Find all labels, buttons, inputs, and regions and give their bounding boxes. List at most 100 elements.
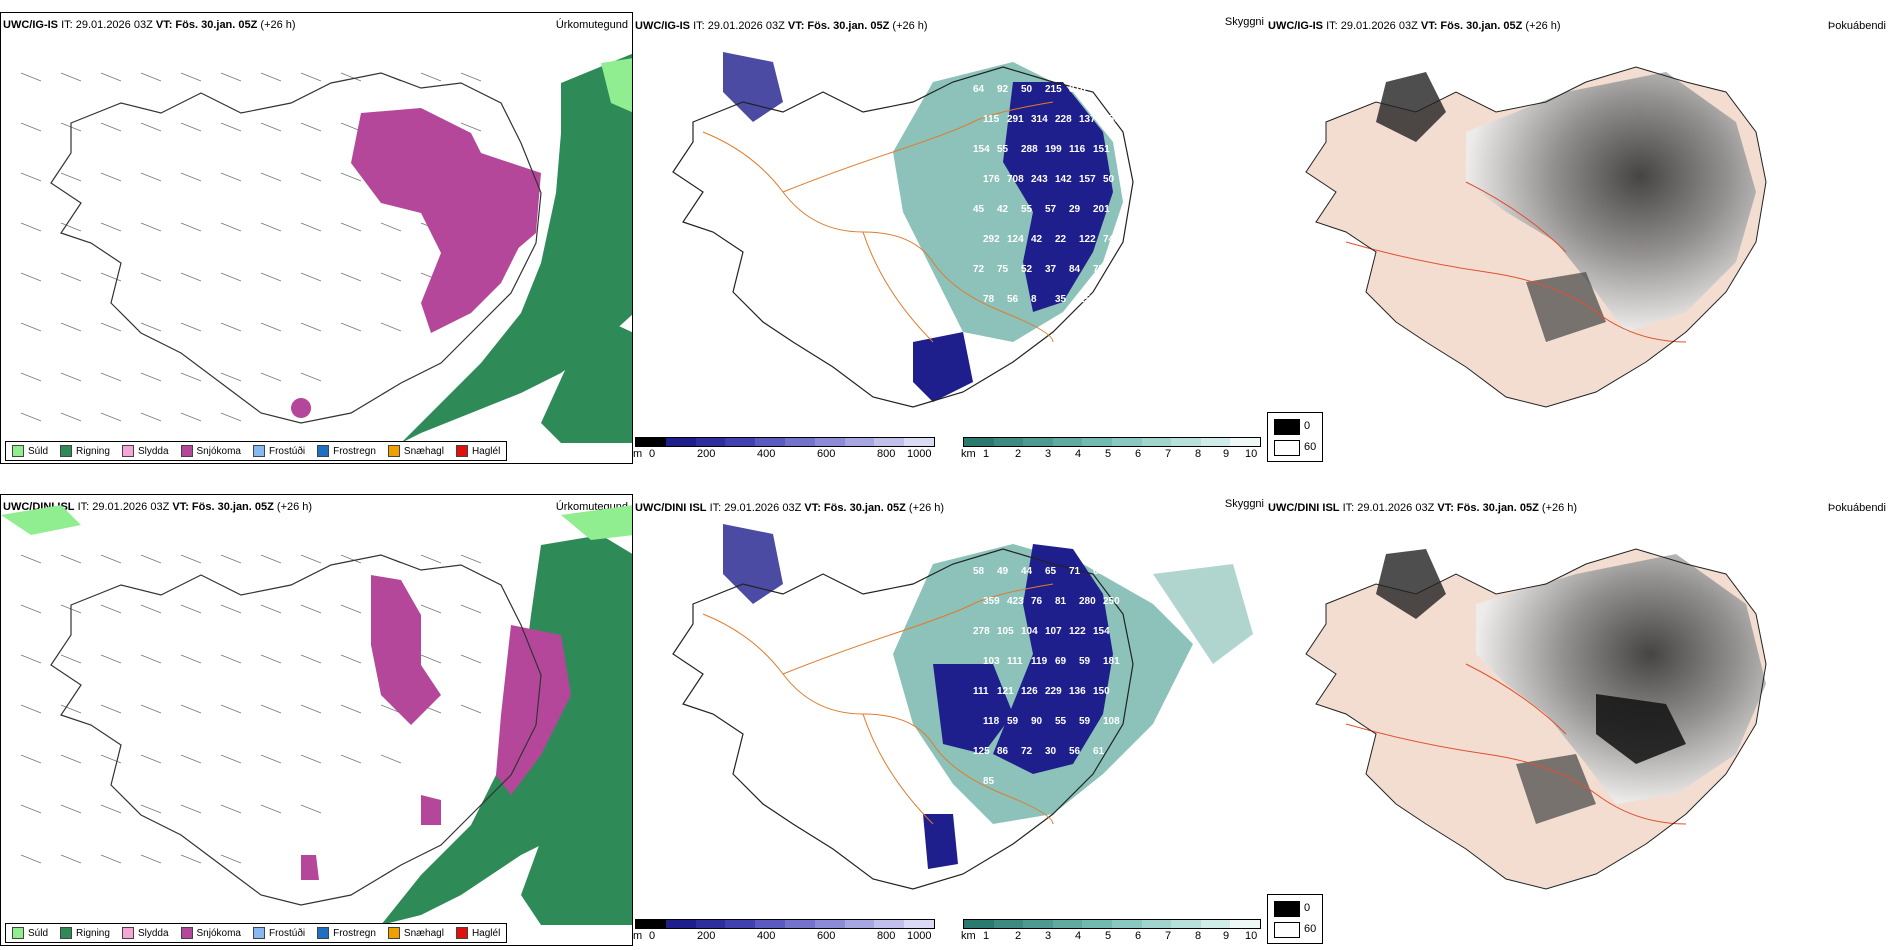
cloud-base-label: 154 — [973, 144, 990, 155]
cloud-base-label: 122 — [1069, 626, 1086, 637]
iceland-outline — [1305, 66, 1767, 408]
cloud-base-label: 126 — [1021, 686, 1038, 697]
cloud-base-label: 136 — [1069, 686, 1086, 697]
cloud-base-label: 78 — [983, 294, 995, 305]
cloudbase-colorbar: m 0 200 400 600 800 1000 — [633, 919, 935, 946]
legend-item: Haglél — [455, 927, 500, 939]
iceland-outline — [672, 548, 1134, 890]
cloud-base-label: 115 — [983, 114, 1000, 125]
cloud-base-label: 243 — [1031, 174, 1048, 185]
cloud-base-label: 35 — [1055, 294, 1067, 305]
swatch — [252, 927, 265, 939]
cloud-base-label: 71 — [1069, 566, 1081, 577]
cloud-base-label: 118 — [983, 716, 1000, 727]
cloud-base-label: 116 — [1069, 144, 1086, 155]
swatch — [60, 445, 73, 457]
cloudbase-colorbar: m 0 200 400 600 800 1000 — [633, 437, 935, 464]
cloud-base-label: 229 — [1045, 686, 1062, 697]
cloud-base-label: 72 — [973, 264, 985, 275]
swatch — [455, 927, 468, 939]
cloud-base-label: 154 — [1093, 626, 1110, 637]
cloud-base-label: 76 — [1031, 596, 1043, 607]
cloud-base-label: 121 — [997, 686, 1014, 697]
iceland-outline — [50, 554, 542, 906]
cloud-base-label: 44 — [1021, 566, 1033, 577]
fog-panel-top: UWC/IG-IS IT: 29.01.2026 03Z VT: Fös. 30… — [1266, 12, 1900, 464]
cloud-base-label: 314 — [1031, 114, 1048, 125]
cloud-base-label: 65 — [1045, 566, 1057, 577]
fog-dense — [1466, 72, 1756, 332]
cloud-base-label: 151 — [1093, 144, 1110, 155]
cloud-base-label: 111 — [973, 686, 989, 697]
panel-header: UWC/IG-IS IT: 29.01.2026 03Z VT: Fös. 30… — [1268, 20, 1561, 32]
cloud-base-label: 75 — [1093, 264, 1105, 275]
cloud-base-label: 423 — [1007, 596, 1024, 607]
cloud-base-label: 90 — [1031, 716, 1043, 727]
roads — [1345, 663, 1687, 825]
swatch — [387, 927, 400, 939]
cloud-base-label: 150 — [1093, 686, 1110, 697]
cloud-base-label: 156 — [1103, 114, 1120, 125]
legend-item: Snæhagl — [387, 927, 444, 939]
swatch — [317, 927, 330, 939]
cloud-base-label: 318 — [1069, 84, 1086, 95]
precip-legend: Súld Rigning Slydda Snjókoma Frostúði Fr… — [5, 923, 508, 943]
legend-item: Snæhagl — [387, 445, 444, 457]
legend-item: Haglél — [455, 445, 500, 457]
swatch — [121, 927, 134, 939]
cloud-base-label: 72 — [1021, 746, 1033, 757]
iceland-outline — [672, 66, 1134, 408]
cloud-panel-top: UWC/IG-IS IT: 29.01.2026 03Z VT: Fös. 30… — [633, 12, 1266, 464]
cloud-base-label: 50 — [1103, 174, 1115, 185]
swatch — [317, 445, 330, 457]
cloud-base-label: 75 — [997, 264, 1009, 275]
legend-item: Frostregn — [317, 445, 376, 457]
cloud-base-label: 55 — [1055, 716, 1067, 727]
cloud-base-label: 201 — [1093, 204, 1110, 215]
cloud-base-label: 55 — [1021, 204, 1033, 215]
cloud-base-label: 37 — [1045, 264, 1057, 275]
cloud-base-label: 124 — [1007, 234, 1024, 245]
precip-panel-top: UWC/IG-IS IT: 29.01.2026 03Z VT: Fös. 30… — [0, 12, 633, 464]
legend-item: Snjókoma — [180, 445, 241, 457]
cloud-base-label: 57 — [1045, 204, 1057, 215]
precip-map — [1, 505, 632, 925]
cloud-base-label: 56 — [1007, 294, 1019, 305]
cloud-base-label: 280 — [1079, 596, 1096, 607]
precip-panel-bottom: UWC/DINI ISL IT: 29.01.2026 03Z VT: Fös.… — [0, 494, 633, 946]
swatch — [455, 445, 468, 457]
cloud-base-label: 228 — [1055, 114, 1072, 125]
swatch — [60, 927, 73, 939]
cloud-base-labels: 58 49 44 65 71 61 359 423 76 81 280 250 278 105 104 107… — [973, 566, 1120, 787]
legend-item: Frostregn — [317, 927, 376, 939]
cloud-base-label: 181 — [1103, 656, 1120, 667]
cloud-base-label: 157 — [1079, 174, 1096, 185]
cloud-base-label: 359 — [983, 596, 1000, 607]
cloud-base-label: 137 — [1079, 114, 1096, 125]
cloud-base-label: 59 — [1079, 716, 1091, 727]
cloud-base-label: 291 — [1007, 114, 1024, 125]
cloud-base-label: 64 — [973, 84, 985, 95]
cloud-base-label: 49 — [997, 566, 1009, 577]
cloud-base-label: 81 — [1055, 596, 1067, 607]
cloud-base-label: 50 — [1021, 84, 1033, 95]
legend-item: Slydda — [121, 445, 169, 457]
snow-area — [371, 575, 441, 725]
cloud-base-label: 215 — [1045, 84, 1062, 95]
swatch — [387, 445, 400, 457]
cloud-base-label: 69 — [1055, 656, 1067, 667]
legend-item: Rigning — [60, 927, 110, 939]
panel-header: UWC/IG-IS IT: 29.01.2026 03Z VT: Fös. 30… — [3, 19, 296, 31]
roads — [1345, 181, 1687, 343]
cloud-base-label: 85 — [983, 776, 995, 787]
fog-dense — [1476, 554, 1766, 804]
rain-area — [401, 53, 632, 443]
cloud-base-label: 125 — [973, 746, 990, 757]
cloud-base-label: 59 — [1007, 716, 1019, 727]
cloud-base-label: 104 — [1021, 626, 1038, 637]
cloud-panel-bottom: UWC/DINI ISL IT: 29.01.2026 03Z VT: Fös.… — [633, 494, 1266, 946]
cloud-base-label: 30 — [1045, 746, 1057, 757]
swatch — [121, 445, 134, 457]
